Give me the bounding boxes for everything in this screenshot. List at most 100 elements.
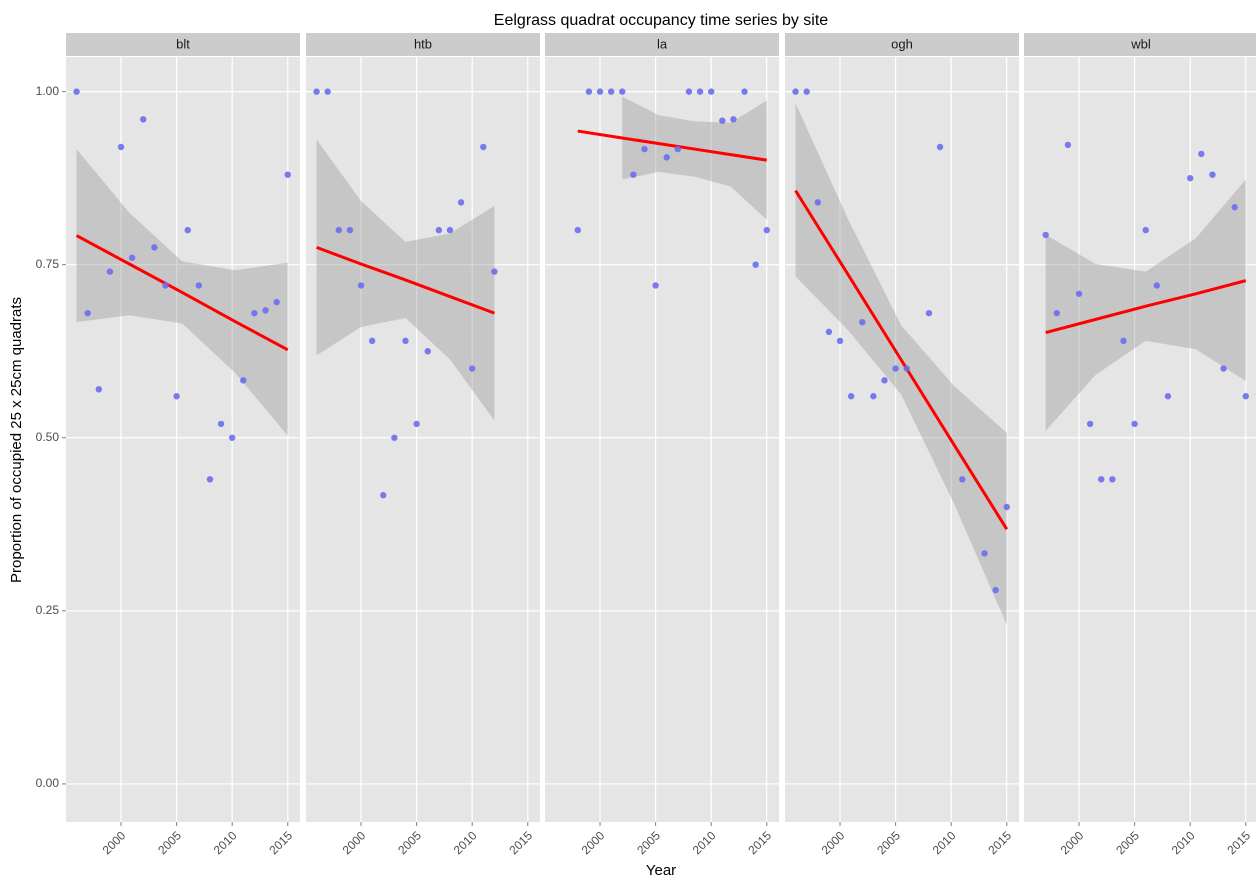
point	[84, 309, 91, 317]
point	[585, 88, 593, 95]
point	[685, 88, 693, 95]
point	[730, 116, 737, 123]
point	[324, 88, 331, 95]
point	[652, 282, 659, 289]
strip-label: wbl	[1130, 36, 1151, 51]
x-tick-label: 2000	[819, 828, 848, 857]
x-tick-label: 2015	[745, 828, 774, 857]
x-axis-label: Year	[646, 862, 676, 879]
point	[981, 550, 988, 557]
confidence-ribbon	[622, 96, 767, 220]
point	[663, 154, 670, 161]
point	[741, 88, 748, 95]
x-tick-label: 2015	[985, 828, 1014, 857]
point	[480, 143, 487, 151]
point	[195, 282, 203, 289]
panel-background	[66, 57, 300, 822]
confidence-ribbon	[795, 103, 1007, 625]
x-tick-label: 2010	[451, 828, 480, 857]
point	[1120, 337, 1127, 345]
point	[707, 88, 715, 95]
x-tick-label: 2015	[1224, 828, 1253, 857]
point	[468, 365, 476, 372]
strip-background	[1024, 33, 1256, 56]
point	[151, 244, 158, 251]
y-tick-label: 1.00	[36, 84, 60, 98]
point	[596, 88, 604, 95]
fit-line	[316, 245, 495, 315]
x-tick-label: 2000	[100, 828, 129, 857]
point	[95, 386, 102, 393]
point	[457, 199, 465, 206]
point	[925, 309, 933, 317]
fit-line	[75, 234, 289, 352]
point	[574, 226, 581, 234]
fit-line	[1045, 279, 1247, 334]
panel-content	[792, 88, 1010, 625]
point	[413, 420, 420, 428]
point	[1142, 226, 1149, 234]
panel-background	[785, 57, 1019, 822]
point	[630, 171, 637, 178]
point	[402, 337, 409, 345]
point	[1064, 141, 1072, 149]
point	[217, 420, 225, 428]
point	[959, 476, 966, 483]
x-tick-label: 2000	[1058, 828, 1087, 857]
x-tick-label: 2005	[1113, 828, 1142, 857]
point	[1198, 150, 1205, 158]
x-tick-label: 2005	[634, 828, 663, 857]
point	[357, 282, 365, 289]
point	[1231, 204, 1238, 211]
point	[1086, 420, 1094, 428]
point	[1075, 290, 1083, 297]
point	[140, 116, 147, 123]
point	[1220, 365, 1227, 372]
point	[391, 434, 398, 441]
strip-label: htb	[414, 36, 432, 51]
x-tick-label: 2000	[579, 828, 608, 857]
x-tick-label: 2005	[395, 828, 424, 857]
panel-background	[1024, 57, 1256, 822]
strip-background	[66, 33, 300, 56]
strip-background	[785, 33, 1019, 56]
point	[184, 226, 191, 234]
point	[173, 393, 180, 400]
point	[106, 268, 114, 275]
y-axis-label: Proportion of occupied 25 x 25cm quadrat…	[8, 297, 25, 583]
point	[117, 143, 125, 151]
point	[903, 365, 910, 372]
strip-background	[306, 33, 540, 56]
point	[641, 145, 648, 153]
y-tick-label: 0.75	[36, 257, 60, 271]
point	[881, 377, 888, 384]
point	[206, 476, 214, 483]
x-tick-label: 2010	[690, 828, 719, 857]
point	[792, 88, 799, 95]
x-tick-label: 2010	[1169, 828, 1198, 857]
point	[696, 88, 704, 95]
point	[1164, 393, 1172, 400]
point	[847, 393, 855, 400]
point	[836, 337, 844, 345]
point	[825, 328, 833, 336]
point	[1186, 174, 1194, 182]
point	[674, 145, 682, 153]
y-tick-label: 0.00	[36, 776, 60, 790]
point	[1053, 309, 1060, 317]
point	[814, 199, 821, 206]
point	[73, 88, 80, 95]
strip-label: blt	[176, 36, 190, 51]
point	[1042, 231, 1049, 239]
point	[313, 88, 320, 95]
point	[424, 348, 431, 355]
point	[719, 117, 726, 124]
point	[1003, 503, 1010, 511]
point	[128, 254, 136, 261]
panel-background	[545, 57, 779, 822]
point	[491, 268, 498, 275]
point	[619, 88, 626, 95]
point	[752, 261, 759, 268]
